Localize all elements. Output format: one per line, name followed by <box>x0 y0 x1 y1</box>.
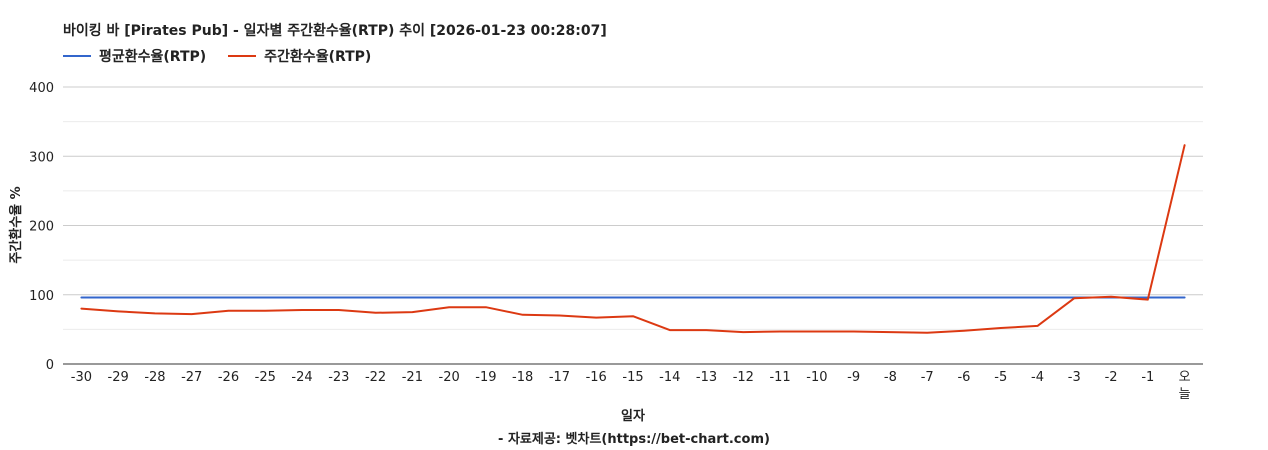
y-tick-label: 200 <box>29 220 54 235</box>
x-tick-label: -2 <box>1105 370 1118 385</box>
x-tick-label: -7 <box>921 370 934 385</box>
legend: 평균환수율(RTP) 주간환수율(RTP) <box>63 46 393 66</box>
series-line-weekly-rtp[interactable] <box>80 144 1186 334</box>
legend-label-weekly: 주간환수율(RTP) <box>264 49 372 65</box>
x-tick-label: -13 <box>696 370 717 385</box>
x-tick-label: -23 <box>328 370 349 385</box>
y-axis-title: 주간환수율 % <box>8 186 24 263</box>
gridlines <box>63 86 1203 365</box>
legend-item-weekly[interactable]: 주간환수율(RTP) <box>228 46 371 66</box>
legend-swatch-average <box>63 55 91 57</box>
x-tick-label: -6 <box>957 370 970 385</box>
x-tick-label: -11 <box>769 370 790 385</box>
x-tick-label: -3 <box>1068 370 1081 385</box>
x-tick-label: -9 <box>847 370 860 385</box>
y-tick-label: 100 <box>29 289 54 304</box>
x-tick-label: -5 <box>994 370 1007 385</box>
x-tick-label: -17 <box>549 370 570 385</box>
x-tick-label: -8 <box>884 370 897 385</box>
x-tick-label: -21 <box>402 370 423 385</box>
x-axis-ticks: -30 -29 -28 -27 -26 -25 -24 -23 -22 -21 -20 -19 -18 -… <box>71 370 1191 402</box>
x-tick-label: -22 <box>365 370 386 385</box>
x-tick-label: -30 <box>71 370 92 385</box>
x-tick-label: -16 <box>586 370 607 385</box>
x-tick-label: -15 <box>622 370 643 385</box>
x-tick-label: -4 <box>1031 370 1044 385</box>
x-tick-label: -24 <box>291 370 312 385</box>
y-tick-label: 0 <box>46 358 54 373</box>
x-tick-label: -14 <box>659 370 680 385</box>
x-tick-label: -1 <box>1141 370 1154 385</box>
y-tick-label: 400 <box>29 81 54 96</box>
x-tick-label: -28 <box>144 370 165 385</box>
x-tick-label: -29 <box>108 370 129 385</box>
x-tick-label: -26 <box>218 370 239 385</box>
legend-swatch-weekly <box>228 55 257 57</box>
y-tick-label: 300 <box>29 150 54 165</box>
x-tick-label: -20 <box>439 370 460 385</box>
x-axis-title: 일자 <box>621 409 645 424</box>
x-tick-label: -10 <box>806 370 827 385</box>
y-axis-ticks: 0 100 200 300 400 <box>29 81 54 373</box>
legend-item-average[interactable]: 평균환수율(RTP) <box>63 46 206 66</box>
x-tick-label: -19 <box>475 370 496 385</box>
x-tick-label: -12 <box>733 370 754 385</box>
series-layer <box>80 144 1186 334</box>
source-note: - 자료제공: 벳차트(https://bet-chart.com) <box>498 432 770 447</box>
chart-title: 바이킹 바 [Pirates Pub] - 일자별 주간환수율(RTP) 추이 … <box>63 23 607 39</box>
x-tick-label: -27 <box>181 370 202 385</box>
x-tick-label: -18 <box>512 370 533 385</box>
x-tick-label: -25 <box>255 370 276 385</box>
legend-label-average: 평균환수율(RTP) <box>99 49 207 65</box>
